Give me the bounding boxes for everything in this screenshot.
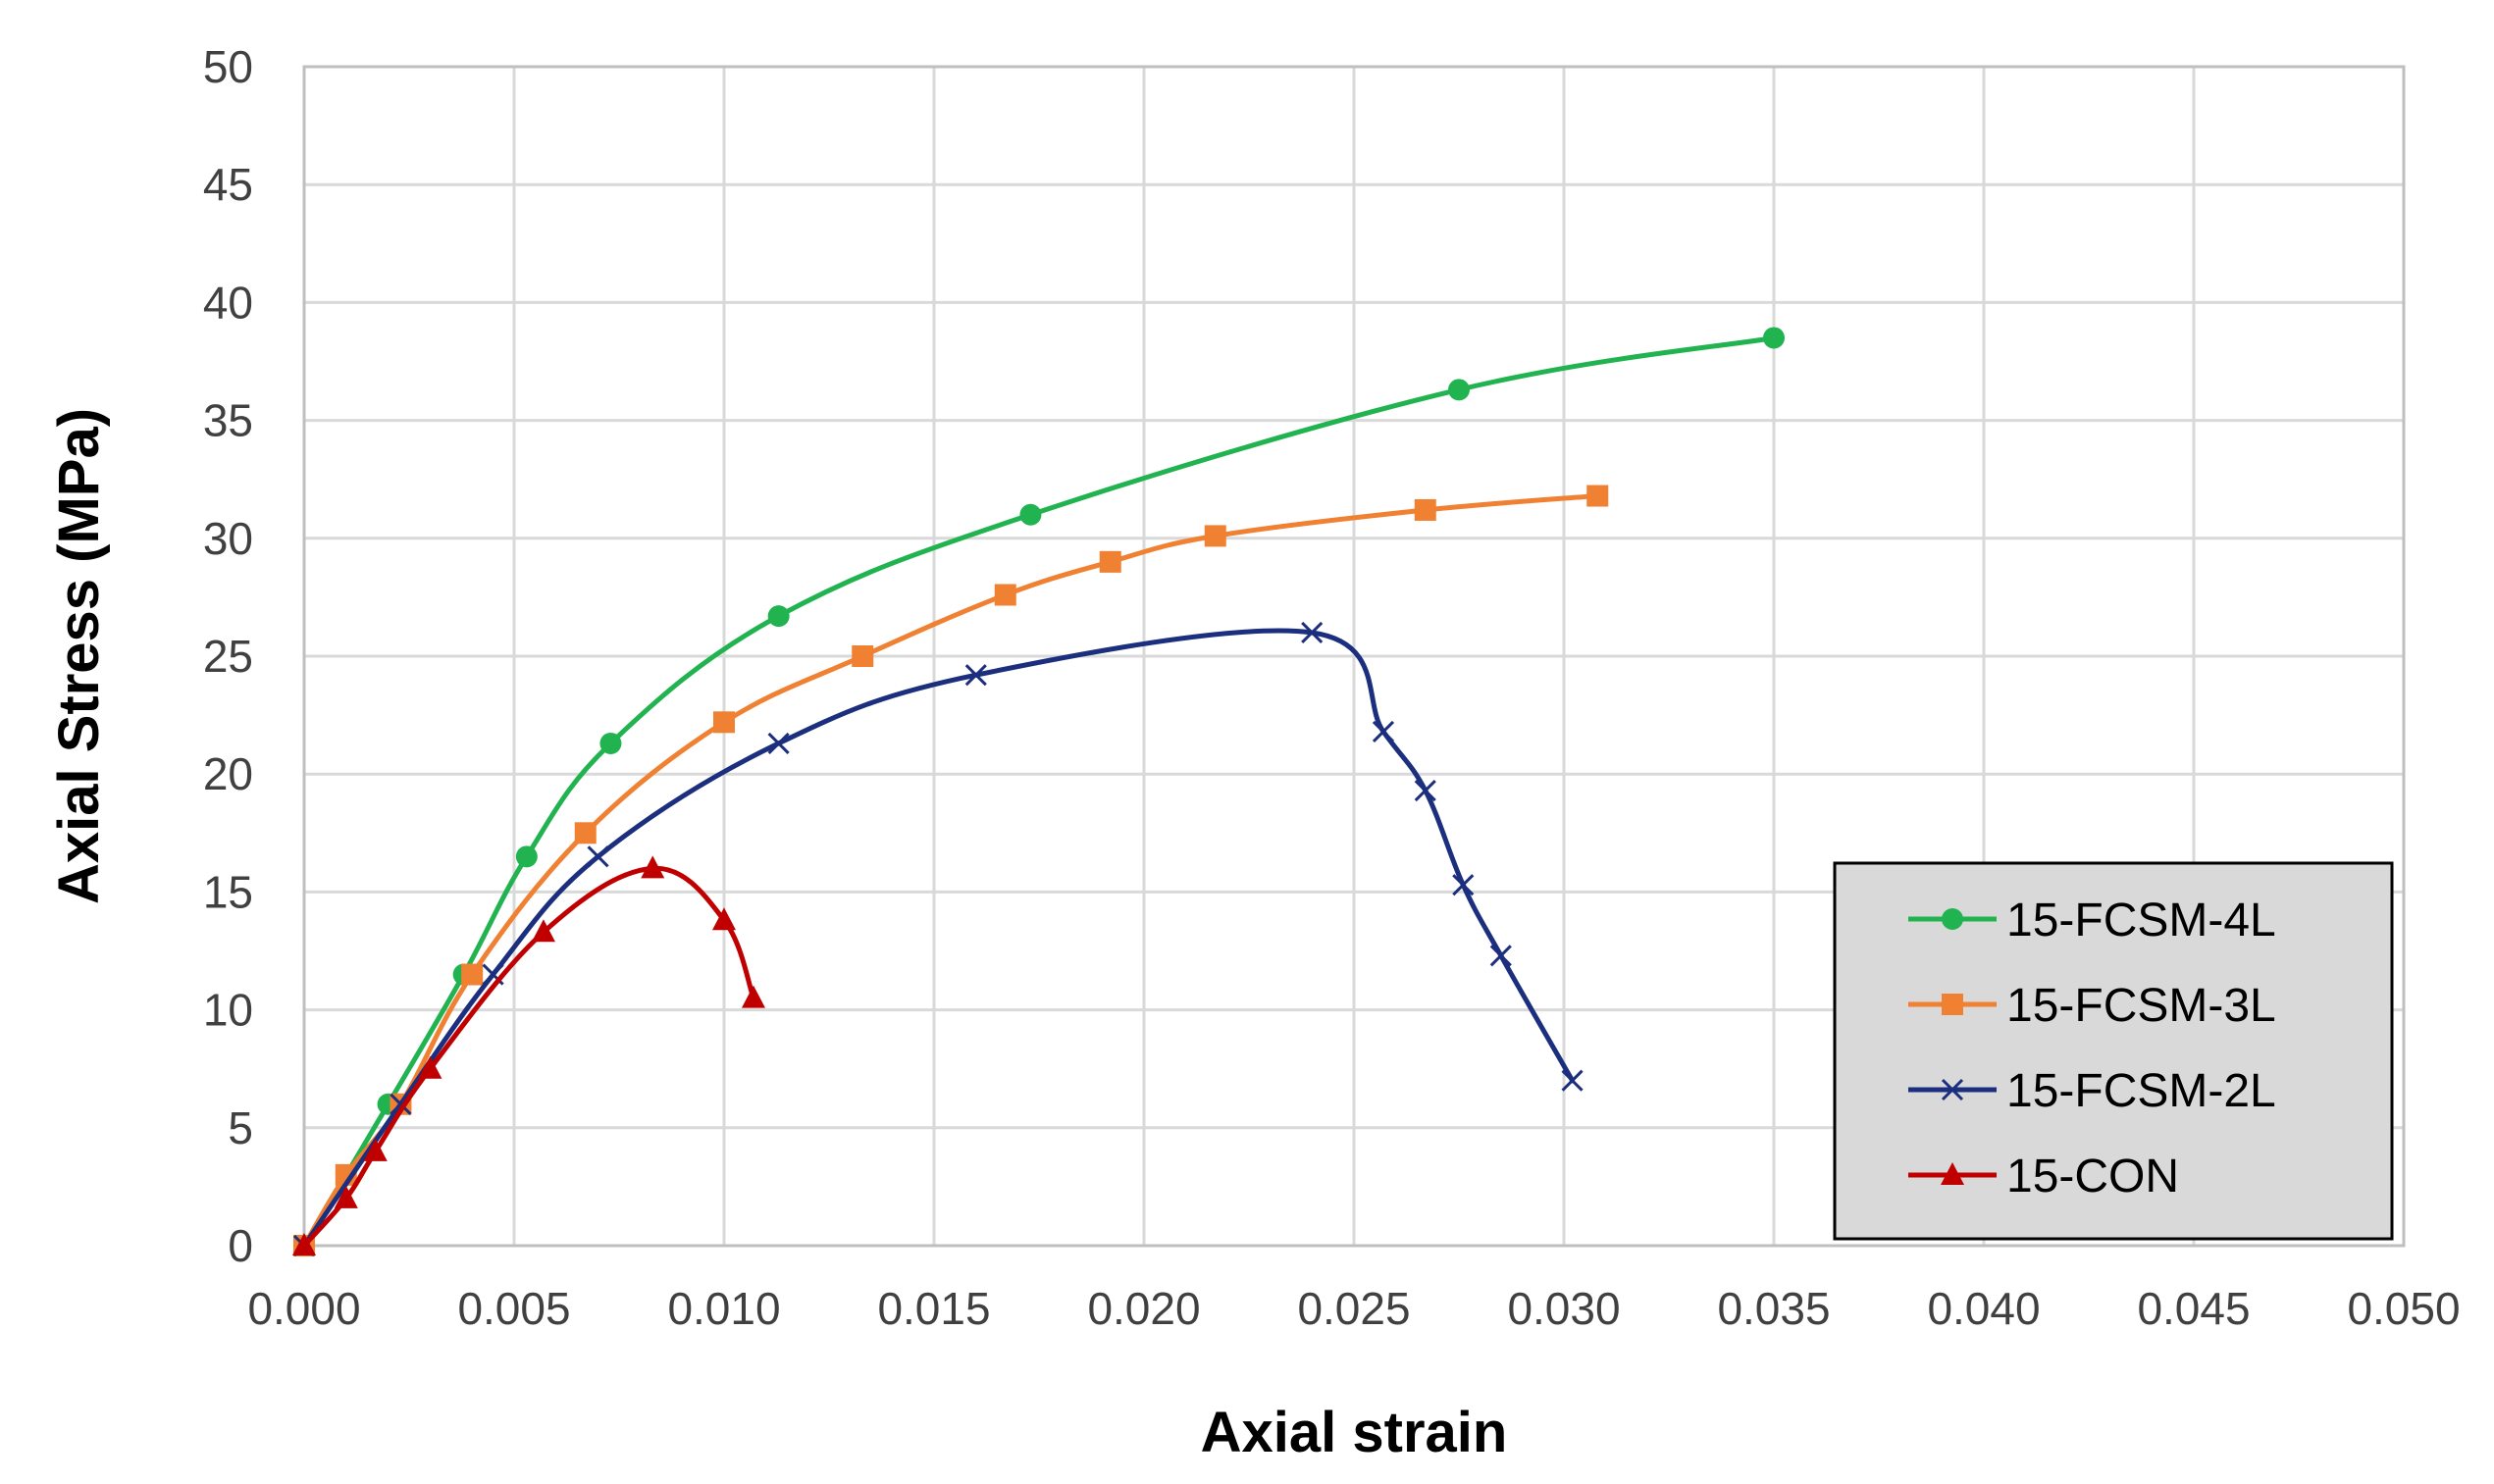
data-point-15-fcsm-2l bbox=[767, 732, 790, 755]
y-tick-label: 50 bbox=[203, 41, 253, 92]
data-point-15-fcsm-2l-stroke bbox=[1414, 779, 1436, 802]
y-tick-label: 10 bbox=[203, 985, 253, 1036]
x-tick-label: 0.020 bbox=[1087, 1283, 1200, 1334]
data-point-15-con bbox=[334, 1185, 358, 1208]
x-tick-label: 0.000 bbox=[247, 1283, 360, 1334]
data-point-15-fcsm-3l bbox=[1099, 550, 1121, 573]
legend-swatch-marker-stroke bbox=[1941, 1078, 1964, 1101]
data-point-15-fcsm-2l bbox=[1301, 621, 1324, 644]
y-tick-label: 30 bbox=[203, 513, 253, 564]
y-tick-label: 45 bbox=[203, 159, 253, 210]
data-point-15-fcsm-2l bbox=[1372, 720, 1395, 742]
data-point-15-fcsm-2l bbox=[587, 845, 609, 868]
x-tick-label: 0.045 bbox=[2137, 1283, 2250, 1334]
y-tick-label: 0 bbox=[228, 1220, 253, 1271]
x-axis-tick-labels: 0.000 0.005 0.010 0.015 0.020 0.025 0.030 0.035… bbox=[247, 1283, 2460, 1334]
data-point-15-fcsm-2l-stroke bbox=[587, 845, 609, 868]
data-point-15-con bbox=[741, 985, 765, 1008]
data-point-15-fcsm-3l bbox=[994, 584, 1016, 606]
legend-swatch-marker bbox=[1941, 1078, 1964, 1101]
x-tick-label: 0.040 bbox=[1927, 1283, 2040, 1334]
y-tick-label: 25 bbox=[203, 631, 253, 682]
y-tick-label: 20 bbox=[203, 748, 253, 799]
legend: 15-FCSM-4L 15-FCSM-3L 15-FCSM-2L 15-CON bbox=[1833, 861, 2394, 1241]
y-axis-tick-labels: 0 5 10 15 20 25 30 35 40 45 50 bbox=[203, 41, 253, 1271]
x-tick-label: 0.005 bbox=[457, 1283, 570, 1334]
data-point-15-fcsm-3l bbox=[1586, 485, 1609, 507]
data-point-15-fcsm-4l bbox=[1019, 503, 1042, 526]
x-tick-label: 0.035 bbox=[1717, 1283, 1830, 1334]
legend-label: 15-FCSM-2L bbox=[2006, 1065, 2276, 1117]
x-tick-label: 0.010 bbox=[667, 1283, 780, 1334]
data-point-15-con bbox=[712, 907, 736, 931]
x-tick-label: 0.025 bbox=[1297, 1283, 1410, 1334]
data-point-15-fcsm-2l-stroke bbox=[1561, 1069, 1584, 1092]
y-tick-label: 40 bbox=[203, 277, 253, 328]
data-point-15-fcsm-2l-stroke bbox=[964, 664, 987, 687]
data-point-15-fcsm-2l-stroke bbox=[767, 732, 790, 755]
legend-label: 15-FCSM-3L bbox=[2006, 980, 2276, 1032]
data-point-15-fcsm-2l bbox=[1452, 874, 1475, 896]
data-point-15-fcsm-3l bbox=[1414, 498, 1436, 521]
y-axis-title: Axial Stress (MPa) bbox=[47, 408, 111, 904]
data-point-15-fcsm-2l bbox=[1561, 1069, 1584, 1092]
data-point-15-con bbox=[418, 1055, 442, 1079]
x-tick-label: 0.015 bbox=[877, 1283, 990, 1334]
data-point-15-fcsm-4l bbox=[767, 605, 790, 628]
data-point-15-fcsm-2l-stroke bbox=[1301, 621, 1324, 644]
data-point-15-fcsm-4l bbox=[1763, 327, 1785, 349]
data-point-15-fcsm-4l bbox=[515, 845, 538, 868]
x-tick-label: 0.050 bbox=[2347, 1283, 2460, 1334]
data-point-15-fcsm-2l-stroke bbox=[1489, 945, 1512, 967]
data-point-15-fcsm-3l bbox=[852, 645, 874, 667]
data-point-15-fcsm-3l bbox=[461, 963, 484, 986]
data-point-15-fcsm-3l bbox=[335, 1163, 357, 1186]
data-point-15-fcsm-4l bbox=[1448, 379, 1470, 401]
y-tick-label: 5 bbox=[228, 1102, 253, 1153]
x-tick-label: 0.030 bbox=[1507, 1283, 1620, 1334]
data-point-15-fcsm-3l bbox=[713, 711, 735, 734]
data-point-15-con bbox=[363, 1138, 388, 1161]
x-axis-title: Axial strain bbox=[1201, 1401, 1508, 1464]
legend-item-15-con: 15-CON bbox=[1908, 1151, 2179, 1203]
data-point-15-fcsm-2l bbox=[964, 664, 987, 687]
y-tick-label: 15 bbox=[203, 866, 253, 917]
data-point-15-con bbox=[531, 919, 555, 943]
data-point-15-fcsm-2l bbox=[1414, 779, 1436, 802]
plot-area-border bbox=[302, 65, 2406, 1248]
data-point-15-fcsm-4l bbox=[599, 732, 622, 754]
series-line-15-fcsm-4l bbox=[301, 335, 1777, 1249]
legend-item-15-fcsm-4l: 15-FCSM-4L bbox=[1908, 895, 2276, 947]
data-point-15-con bbox=[641, 855, 665, 879]
series-line-15-con bbox=[301, 865, 756, 1249]
data-point-15-con bbox=[292, 1233, 316, 1255]
legend-label: 15-CON bbox=[2006, 1151, 2179, 1203]
legend-items: 15-FCSM-4L 15-FCSM-3L 15-FCSM-2L 15-CON bbox=[1908, 895, 2276, 1203]
data-point-15-fcsm-2l-stroke bbox=[1372, 720, 1395, 742]
y-tick-label: 35 bbox=[203, 395, 253, 446]
data-point-15-fcsm-3l bbox=[574, 822, 597, 844]
series-15-con bbox=[292, 855, 765, 1255]
series-15-fcsm-2l bbox=[292, 621, 1584, 1257]
legend-item-15-fcsm-2l: 15-FCSM-2L bbox=[1908, 1065, 2276, 1117]
legend-item-15-fcsm-3l: 15-FCSM-3L bbox=[1908, 980, 2276, 1032]
legend-swatch-marker bbox=[1942, 908, 1963, 930]
legend-swatch-marker bbox=[1941, 1162, 1964, 1185]
data-point-15-fcsm-3l bbox=[1204, 525, 1226, 547]
legend-label: 15-FCSM-4L bbox=[2006, 895, 2276, 947]
data-point-15-fcsm-2l bbox=[1489, 945, 1512, 967]
legend-swatch-marker bbox=[1942, 994, 1963, 1015]
data-point-15-fcsm-2l-stroke bbox=[1452, 874, 1475, 896]
data-point-15-fcsm-2l-stroke bbox=[482, 963, 504, 986]
series-layer bbox=[292, 327, 1785, 1257]
